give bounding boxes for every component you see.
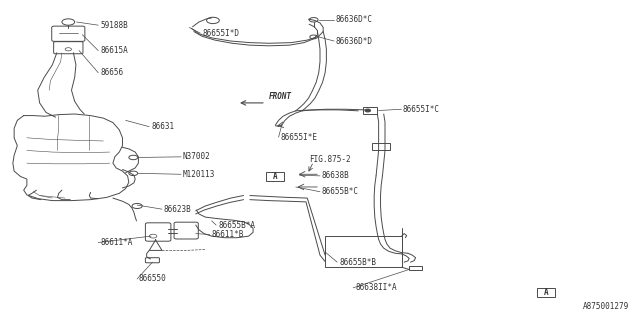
Text: 86655B*C: 86655B*C: [321, 187, 358, 196]
Text: 866550: 866550: [138, 275, 166, 284]
Text: 86631: 86631: [151, 122, 174, 131]
Text: 86656: 86656: [100, 68, 124, 77]
Bar: [364, 107, 378, 114]
Text: FRONT: FRONT: [269, 92, 292, 101]
Bar: [266, 172, 284, 181]
Text: N37002: N37002: [183, 152, 211, 161]
Text: 86636D*D: 86636D*D: [336, 36, 373, 45]
Text: 86623B: 86623B: [164, 205, 191, 214]
Bar: [409, 266, 422, 270]
Text: 86611*B: 86611*B: [212, 230, 244, 239]
Text: 59188B: 59188B: [100, 21, 128, 30]
Text: 86615A: 86615A: [100, 46, 128, 55]
Bar: [372, 142, 390, 150]
Bar: [538, 288, 555, 297]
Text: 86655I*E: 86655I*E: [280, 133, 317, 142]
Text: A: A: [273, 172, 278, 181]
Text: A875001279: A875001279: [583, 302, 629, 311]
Circle shape: [365, 109, 371, 112]
Text: 86611*A: 86611*A: [100, 238, 132, 247]
Text: 86655I*C: 86655I*C: [403, 105, 440, 114]
Text: 86636D*C: 86636D*C: [336, 15, 373, 24]
Text: 86638B: 86638B: [321, 172, 349, 180]
Text: 86655I*D: 86655I*D: [202, 28, 239, 38]
Text: 86638II*A: 86638II*A: [355, 283, 397, 292]
Bar: [325, 236, 401, 267]
Text: FIG.875-2: FIG.875-2: [309, 155, 351, 164]
Text: 86655B*A: 86655B*A: [218, 220, 255, 229]
Text: M120113: M120113: [183, 170, 216, 179]
Text: 86655B*B: 86655B*B: [339, 258, 376, 267]
Text: A: A: [544, 288, 548, 297]
